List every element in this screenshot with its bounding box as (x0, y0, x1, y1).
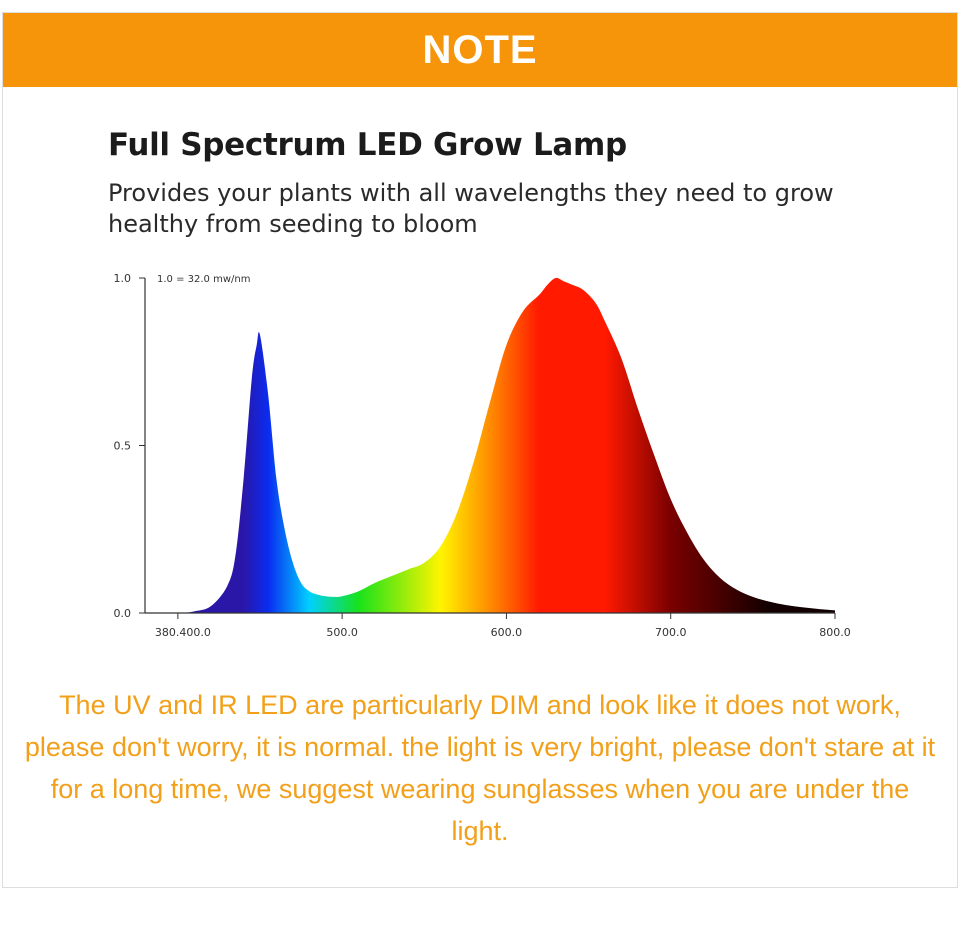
note-text: The UV and IR LED are particularly DIM a… (24, 690, 936, 846)
chart-title: Full Spectrum LED Grow Lamp (108, 127, 627, 163)
note-banner: NOTE (3, 13, 957, 87)
scale-annotation: 1.0 = 32.0 mw/nm (157, 274, 250, 285)
y-tick-label: 1.0 (114, 272, 132, 285)
x-tick-label: 700.0 (655, 626, 687, 639)
note-panel: NOTE (2, 12, 958, 888)
x-tick-label: 380.400.0 (155, 626, 211, 639)
x-tick-label: 800.0 (819, 626, 851, 639)
x-tick-label: 500.0 (326, 626, 358, 639)
chart-subtitle: Provides your plants with all wavelength… (108, 179, 834, 238)
y-tick-label: 0.0 (114, 607, 132, 620)
y-tick-label: 0.5 (114, 440, 132, 453)
spectrum-area (145, 277, 835, 613)
x-tick-label: 600.0 (491, 626, 523, 639)
spectrum-chart: 0.0 0.5 1.0 380.400.0 500.0 600.0 700.0 800.0 1.… (114, 272, 851, 639)
